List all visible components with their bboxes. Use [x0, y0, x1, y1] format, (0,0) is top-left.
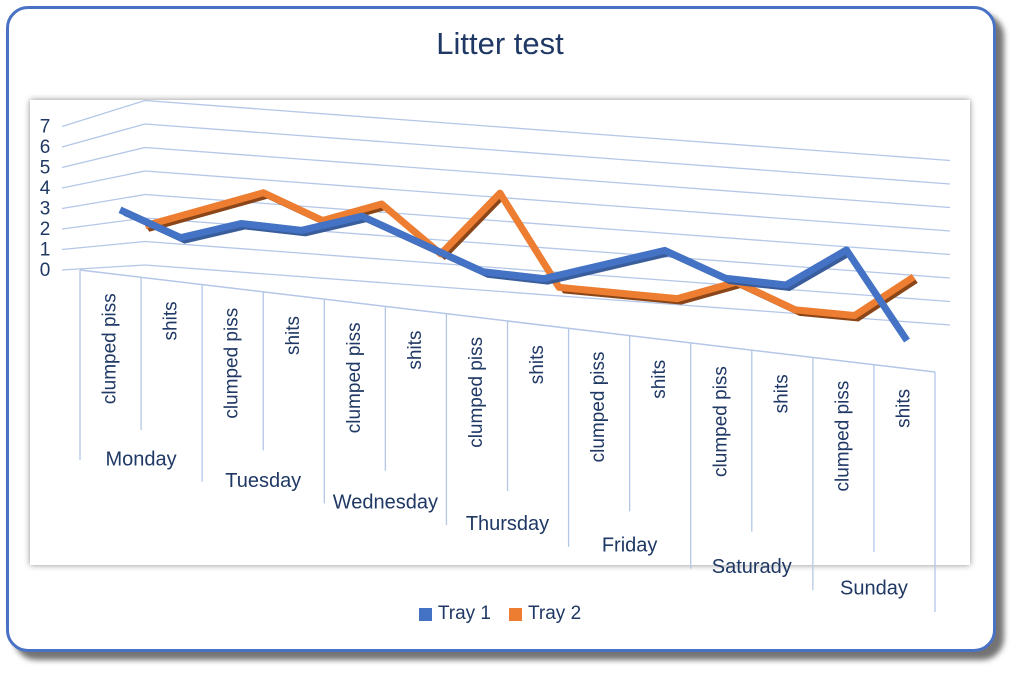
y-tick-label: 0: [40, 260, 51, 281]
day-label: Thursday: [466, 513, 549, 535]
sub-category-label: shits: [771, 374, 792, 413]
y-tick-label: 4: [40, 178, 51, 199]
sub-category-label: shits: [893, 389, 914, 428]
gridline: [144, 99, 951, 162]
day-label: Wednesday: [333, 492, 438, 514]
legend-swatch-tray-1: [418, 607, 432, 621]
legend-label-tray-1: Tray 1: [437, 603, 491, 624]
legend-label-tray-2: Tray 2: [528, 603, 582, 624]
sub-category-label: shits: [161, 301, 182, 340]
y-tick-label: 6: [40, 137, 51, 158]
day-label: Monday: [105, 449, 176, 471]
gridline-side: [61, 217, 146, 230]
y-tick-label: 7: [40, 117, 51, 138]
y-tick-label: 2: [40, 219, 51, 240]
sub-category-label: clumped piss: [466, 337, 487, 448]
day-label: Sunday: [840, 577, 908, 599]
day-label: Saturady: [712, 556, 792, 578]
gridline-side: [61, 264, 146, 271]
sub-category-label: shits: [283, 316, 304, 355]
sub-category-label: clumped piss: [100, 293, 121, 404]
sub-category-label: shits: [649, 360, 670, 399]
sub-category-label: clumped piss: [832, 381, 853, 492]
gridline: [144, 193, 951, 256]
series-line-1: [118, 206, 910, 343]
sub-category-label: clumped piss: [222, 308, 243, 419]
day-label: Friday: [602, 534, 658, 556]
legend: Tray 1 Tray 2: [0, 603, 1000, 625]
sub-category-label: clumped piss: [588, 351, 609, 462]
y-tick-label: 5: [40, 158, 51, 179]
gridline: [144, 146, 951, 209]
gridline-side: [61, 123, 146, 148]
y-tick-label: 1: [40, 240, 51, 261]
legend-item-tray-1[interactable]: Tray 1: [418, 603, 491, 625]
legend-item-tray-2[interactable]: Tray 2: [509, 603, 581, 625]
y-tick-label: 3: [40, 199, 51, 220]
chart-title: Litter test: [436, 26, 564, 61]
day-label: Tuesday: [225, 470, 301, 492]
sub-category-label: shits: [527, 345, 548, 384]
gridline-side: [61, 99, 146, 128]
sub-category-label: clumped piss: [710, 366, 731, 477]
gridline-side: [61, 193, 146, 210]
gridline-side: [61, 146, 146, 169]
gridline: [144, 170, 951, 232]
sub-category-label: clumped piss: [344, 322, 365, 433]
series-line-2: [144, 189, 916, 320]
gridline-side: [61, 170, 146, 189]
gridline: [144, 123, 951, 185]
series-ribbon-2: [145, 192, 918, 322]
legend-swatch-tray-2: [509, 607, 522, 621]
sub-category-label: shits: [405, 331, 426, 370]
gridline-side: [61, 240, 146, 251]
